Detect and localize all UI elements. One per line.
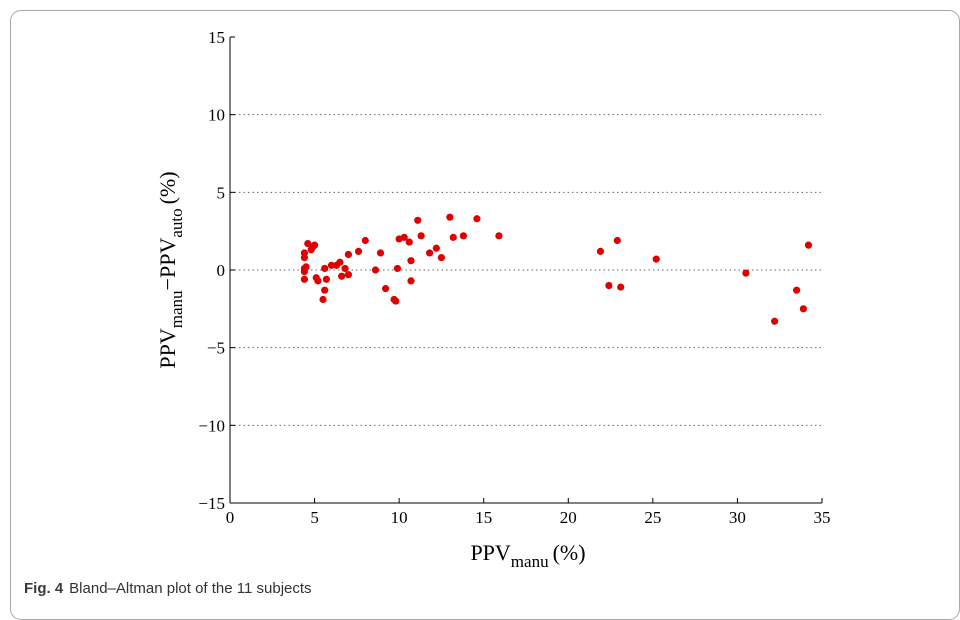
x-tick-label: 0 [226,508,235,527]
data-point [354,247,363,255]
y-tick-label: −15 [198,494,225,513]
y-tick-labels: −15 −10 −5 0 5 10 15 [198,28,225,513]
data-point [322,275,331,283]
data-point [405,238,413,246]
x-tick-label: 15 [475,508,492,527]
data-point [392,297,400,305]
data-point [314,277,322,285]
y-tick-label: 10 [208,106,225,125]
data-point [319,295,327,304]
data-point [400,233,408,241]
y-tick-label: −10 [198,416,225,435]
data-point [321,286,329,294]
x-tick-label: 5 [310,508,319,527]
data-point [446,213,454,221]
axes [229,36,823,504]
data-point [407,257,415,265]
data-point [341,264,349,273]
x-tick-label: 25 [644,508,661,527]
data-point [437,253,446,262]
data-point [613,236,621,245]
data-point [344,271,352,279]
data-point [310,241,319,249]
figure-caption: Fig. 4 Bland–Altman plot of the 11 subjec… [24,580,312,597]
data-point [495,232,503,240]
data-point [432,244,440,252]
data-point [393,264,402,273]
data-point [799,305,807,313]
data-point [327,261,336,269]
caption-text: Bland–Altman plot of the 11 subjects [69,580,312,597]
data-point [652,255,660,263]
x-tick-label: 10 [391,508,408,527]
data-point [321,264,329,273]
data-point [804,241,813,249]
y-tick-label: 15 [208,28,225,47]
bland-altman-plot: 0 5 10 15 20 25 30 35 −15 −10 −5 0 5 10 15 PPVmanu (%)… [155,28,831,571]
grid-lines [230,114,822,426]
data-point [302,263,310,271]
data-point [300,253,309,262]
data-points [300,213,813,325]
data-point [376,249,385,257]
data-point [414,216,422,224]
data-point [371,266,380,274]
data-point [742,269,750,277]
data-point [449,233,457,241]
data-point [344,250,352,259]
data-point [596,247,605,255]
y-tick-label: −5 [207,339,225,358]
x-axis-label: PPVmanu (%) [470,540,585,571]
x-tick-label: 35 [814,508,831,527]
y-axis-label: PPVmanu−PPVauto(%) [155,171,186,368]
data-point [793,286,801,294]
data-point [605,281,613,290]
data-point [771,317,779,325]
data-point [407,277,415,285]
data-point [617,283,625,291]
y-tick-label: 5 [217,183,226,202]
data-point [425,249,434,257]
x-tick-label: 20 [560,508,577,527]
data-point [336,258,344,266]
x-tick-labels: 0 5 10 15 20 25 30 35 [226,508,831,527]
y-tick-label: 0 [217,261,226,280]
data-point [300,275,309,283]
data-point [382,285,390,293]
data-point [473,215,481,223]
data-point [417,232,425,240]
x-tick-label: 30 [729,508,746,527]
data-point [361,236,369,245]
figure-number: Fig. 4 [24,580,64,597]
data-point [459,232,468,240]
data-point [338,272,346,280]
